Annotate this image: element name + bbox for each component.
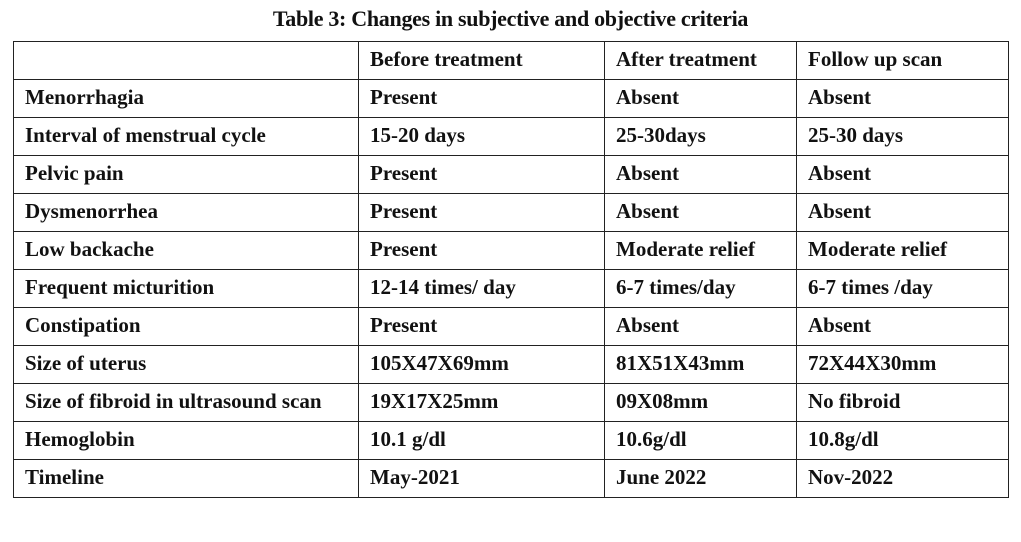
header-cell: Before treatment xyxy=(358,41,605,80)
table-cell: Absent xyxy=(604,307,797,346)
table-row: Low backache Present Moderate relief Modera… xyxy=(13,231,1009,270)
table-cell: 10.6g/dl xyxy=(604,421,797,460)
row-label: Timeline xyxy=(13,459,359,498)
table-cell: Present xyxy=(358,307,605,346)
table-cell: Absent xyxy=(796,307,1009,346)
table-row: Menorrhagia Present Absent Absent xyxy=(13,79,1009,118)
table-cell: Absent xyxy=(604,79,797,118)
table-cell: 81X51X43mm xyxy=(604,345,797,384)
table-cell: 6-7 times/day xyxy=(604,269,797,308)
table-cell: 25-30days xyxy=(604,117,797,156)
table-cell: Absent xyxy=(604,155,797,194)
row-label: Hemoglobin xyxy=(13,421,359,460)
table-cell: 10.8g/dl xyxy=(796,421,1009,460)
table-row: Size of fibroid in ultrasound scan 19X17X… xyxy=(13,383,1009,422)
table-cell: 19X17X25mm xyxy=(358,383,605,422)
table-cell: Absent xyxy=(796,79,1009,118)
table-row: Timeline May-2021 June 2022 Nov-2022 xyxy=(13,459,1009,498)
table-cell: Nov-2022 xyxy=(796,459,1009,498)
table-cell: June 2022 xyxy=(604,459,797,498)
row-label: Low backache xyxy=(13,231,359,270)
table-row: Pelvic pain Present Absent Absent xyxy=(13,155,1009,194)
row-label: Pelvic pain xyxy=(13,155,359,194)
row-label: Frequent micturition xyxy=(13,269,359,308)
table-cell: 6-7 times /day xyxy=(796,269,1009,308)
table-row: Interval of menstrual cycle 15-20 days 25-… xyxy=(13,117,1009,156)
table-cell: 72X44X30mm xyxy=(796,345,1009,384)
table-row: Size of uterus 105X47X69mm 81X51X43mm 72X44… xyxy=(13,345,1009,384)
table-cell: May-2021 xyxy=(358,459,605,498)
row-label: Size of fibroid in ultrasound scan xyxy=(13,383,359,422)
table-cell: Moderate relief xyxy=(604,231,797,270)
table-cell: 105X47X69mm xyxy=(358,345,605,384)
table-cell: Present xyxy=(358,79,605,118)
table-cell: Absent xyxy=(796,193,1009,232)
row-label: Interval of menstrual cycle xyxy=(13,117,359,156)
header-cell: Follow up scan xyxy=(796,41,1009,80)
table-cell: 10.1 g/dl xyxy=(358,421,605,460)
row-label: Size of uterus xyxy=(13,345,359,384)
table-cell: 09X08mm xyxy=(604,383,797,422)
table-row: Dysmenorrhea Present Absent Absent xyxy=(13,193,1009,232)
row-label: Dysmenorrhea xyxy=(13,193,359,232)
row-label: Constipation xyxy=(13,307,359,346)
table-cell: Present xyxy=(358,231,605,270)
table-cell: Present xyxy=(358,155,605,194)
header-cell xyxy=(13,41,359,80)
table-row: Constipation Present Absent Absent xyxy=(13,307,1009,346)
data-table: Before treatment After treatment Follow up… xyxy=(13,41,1009,498)
table-row: Hemoglobin 10.1 g/dl 10.6g/dl 10.8g/dl xyxy=(13,421,1009,460)
row-label: Menorrhagia xyxy=(13,79,359,118)
table-cell: Absent xyxy=(604,193,797,232)
table-cell: 15-20 days xyxy=(358,117,605,156)
table-cell: No fibroid xyxy=(796,383,1009,422)
table-row: Frequent micturition 12-14 times/ day 6-7 … xyxy=(13,269,1009,308)
table-cell: Absent xyxy=(796,155,1009,194)
header-row: Before treatment After treatment Follow up… xyxy=(13,41,1009,80)
table-cell: Moderate relief xyxy=(796,231,1009,270)
table-cell: 12-14 times/ day xyxy=(358,269,605,308)
table-cell: 25-30 days xyxy=(796,117,1009,156)
header-cell: After treatment xyxy=(604,41,797,80)
table-title: Table 3: Changes in subjective and objec… xyxy=(272,6,749,31)
table-cell: Present xyxy=(358,193,605,232)
